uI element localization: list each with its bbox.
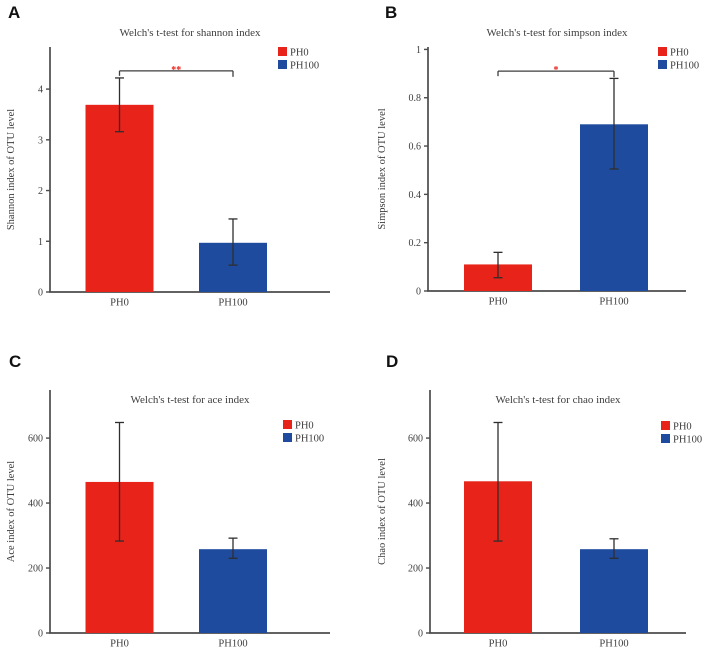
panel-c: C Welch's t-test for ace index Ace index …: [0, 325, 353, 649]
legend-label-ph100: PH100: [295, 434, 324, 445]
panel-d-letter: D: [386, 352, 399, 371]
y-axis-label: Simpson index of OTU level: [377, 108, 388, 229]
bar-ph0: [85, 104, 154, 293]
chart-title: Welch's t-test for ace index: [131, 394, 250, 406]
y-tick-label: 0: [416, 287, 421, 298]
legend-swatch-ph100: [661, 434, 670, 443]
legend-swatch-ph100: [283, 433, 292, 442]
legend-label-ph0: PH0: [290, 48, 309, 59]
legend-swatch-ph0: [278, 47, 287, 56]
legend-swatch-ph0: [658, 47, 667, 56]
y-tick-label: 0.8: [409, 93, 422, 104]
chart-ace-index: Welch's t-test for ace index Ace index of…: [6, 390, 330, 649]
legend-swatch-ph0: [283, 420, 292, 429]
chart-chao-index: Welch's t-test for chao index Chao index …: [377, 390, 702, 649]
panel-b-letter: B: [385, 3, 398, 22]
y-tick-label: 200: [28, 564, 43, 575]
y-tick-label: 1: [416, 45, 421, 56]
legend-label-ph100: PH100: [670, 61, 699, 72]
chart-title: Welch's t-test for chao index: [495, 394, 621, 406]
y-tick-label: 0.4: [409, 190, 422, 201]
legend-label-ph0: PH0: [295, 421, 314, 432]
panel-a-letter: A: [8, 3, 21, 22]
legend-swatch-ph100: [278, 60, 287, 69]
legend-label-ph0: PH0: [673, 422, 692, 433]
panel-a: A Welch's t-test for shannon index Shanno…: [0, 0, 353, 325]
y-axis-label: Chao index of OTU level: [377, 458, 388, 565]
significance-label: *: [554, 65, 559, 76]
x-tick-label-ph100: PH100: [599, 639, 628, 649]
y-tick-label: 0: [38, 629, 43, 640]
bar-ph100: [199, 549, 267, 633]
panel-d: D Welch's t-test for chao index Chao inde…: [353, 325, 706, 649]
legend-swatch-ph0: [661, 421, 670, 430]
y-tick-label: 400: [28, 499, 43, 510]
bar-ph100: [580, 549, 648, 633]
legend-swatch-ph100: [658, 60, 667, 69]
y-tick-label: 0: [418, 629, 423, 640]
legend-label-ph100: PH100: [290, 61, 319, 72]
significance-label: **: [171, 65, 181, 76]
x-tick-label-ph0: PH0: [110, 298, 129, 309]
x-tick-label-ph0: PH0: [110, 639, 129, 649]
x-tick-label-ph0: PH0: [489, 639, 508, 649]
y-tick-label: 400: [408, 499, 423, 510]
y-tick-label: 1: [38, 237, 43, 248]
y-tick-label: 4: [38, 85, 43, 96]
y-tick-label: 200: [408, 564, 423, 575]
y-axis-label: Ace index of OTU level: [6, 461, 17, 563]
legend-label-ph0: PH0: [670, 48, 689, 59]
y-tick-label: 0: [38, 288, 43, 299]
y-tick-label: 2: [38, 186, 43, 197]
y-axis-label: Shannon index of OTU level: [6, 109, 17, 230]
y-tick-label: 600: [408, 434, 423, 445]
x-tick-label-ph100: PH100: [218, 298, 247, 309]
panel-b: B Welch's t-test for simpson index Simpso…: [353, 0, 706, 325]
legend-label-ph100: PH100: [673, 435, 702, 446]
x-tick-label-ph100: PH100: [218, 639, 247, 649]
chart-shannon-index: Welch's t-test for shannon index Shannon …: [6, 27, 330, 309]
y-tick-label: 0.2: [409, 238, 422, 249]
x-tick-label-ph100: PH100: [599, 297, 628, 308]
panel-c-letter: C: [9, 352, 22, 371]
y-tick-label: 600: [28, 434, 43, 445]
y-tick-label: 3: [38, 135, 43, 146]
chart-simpson-index: Welch's t-test for simpson index Simpson …: [377, 27, 699, 308]
y-tick-label: 0.6: [409, 142, 422, 153]
chart-title: Welch's t-test for shannon index: [119, 27, 261, 39]
x-tick-label-ph0: PH0: [489, 297, 508, 308]
chart-title: Welch's t-test for simpson index: [486, 27, 628, 39]
